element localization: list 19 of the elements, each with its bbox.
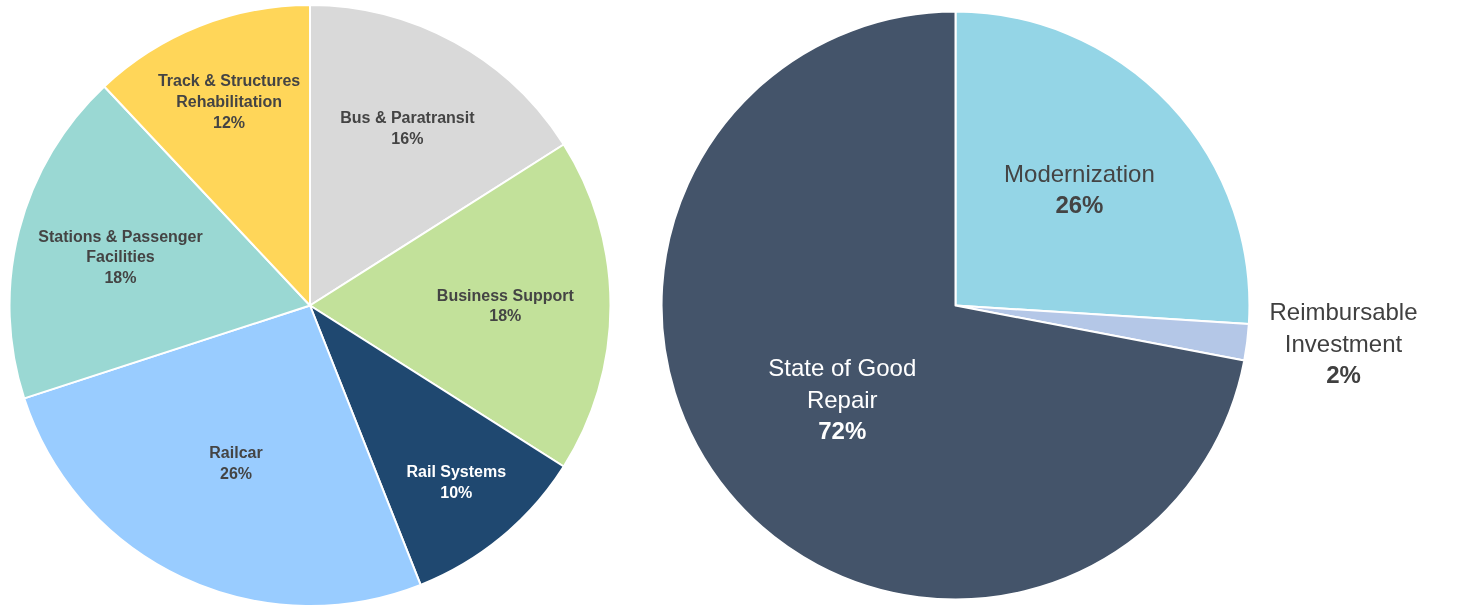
slice-label: Stations & Passenger Facilities — [38, 227, 203, 266]
slice-label: Rail Systems — [406, 463, 507, 481]
slice-label: State of Good Repair — [768, 354, 917, 413]
data-label: 26% — [219, 464, 253, 482]
data-label: 16% — [391, 129, 424, 147]
data-label: 10% — [440, 484, 473, 502]
data-label: 18% — [104, 269, 137, 287]
data-label: 18% — [489, 307, 522, 325]
slice-label: Reimbursable Investment — [1269, 298, 1418, 357]
slice-label: Bus & Paratransit — [340, 108, 476, 126]
slice-label: Railcar — [209, 443, 263, 461]
slice-label: Track & Structures Rehabilitation — [157, 71, 301, 110]
slice-label: Business Support — [436, 286, 575, 304]
data-label: 72% — [818, 416, 867, 444]
data-label: 12% — [213, 113, 246, 131]
pie-slice — [660, 10, 1246, 601]
data-label: 26% — [1055, 191, 1104, 219]
slice-label: Modernization — [1004, 160, 1155, 188]
data-label: 2% — [1326, 360, 1361, 388]
